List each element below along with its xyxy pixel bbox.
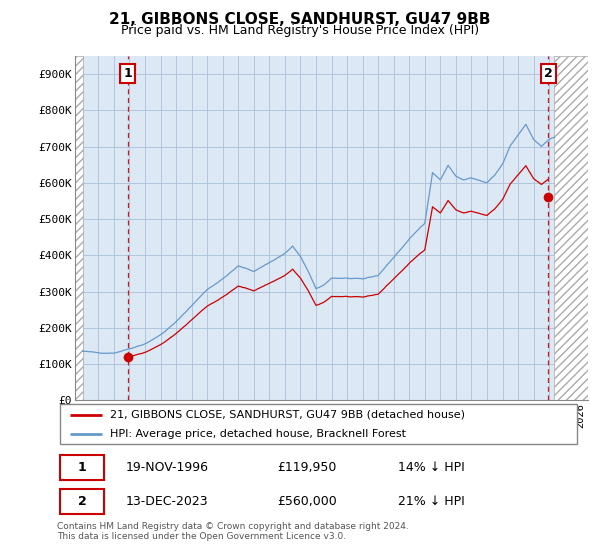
FancyBboxPatch shape <box>59 489 104 514</box>
Text: 1: 1 <box>123 67 132 80</box>
Text: 21, GIBBONS CLOSE, SANDHURST, GU47 9BB: 21, GIBBONS CLOSE, SANDHURST, GU47 9BB <box>109 12 491 27</box>
Text: 21% ↓ HPI: 21% ↓ HPI <box>398 495 465 508</box>
FancyBboxPatch shape <box>59 455 104 480</box>
FancyBboxPatch shape <box>59 404 577 445</box>
Text: 2: 2 <box>544 67 553 80</box>
Text: 14% ↓ HPI: 14% ↓ HPI <box>398 461 465 474</box>
Text: Contains HM Land Registry data © Crown copyright and database right 2024.
This d: Contains HM Land Registry data © Crown c… <box>57 522 409 542</box>
Text: Price paid vs. HM Land Registry's House Price Index (HPI): Price paid vs. HM Land Registry's House … <box>121 24 479 37</box>
Text: 19-NOV-1996: 19-NOV-1996 <box>125 461 208 474</box>
Text: 1: 1 <box>78 461 86 474</box>
Text: 13-DEC-2023: 13-DEC-2023 <box>125 495 208 508</box>
Text: 2: 2 <box>78 495 86 508</box>
Text: £560,000: £560,000 <box>277 495 337 508</box>
Text: £119,950: £119,950 <box>277 461 337 474</box>
Text: HPI: Average price, detached house, Bracknell Forest: HPI: Average price, detached house, Brac… <box>110 429 406 439</box>
Text: 21, GIBBONS CLOSE, SANDHURST, GU47 9BB (detached house): 21, GIBBONS CLOSE, SANDHURST, GU47 9BB (… <box>110 409 464 419</box>
